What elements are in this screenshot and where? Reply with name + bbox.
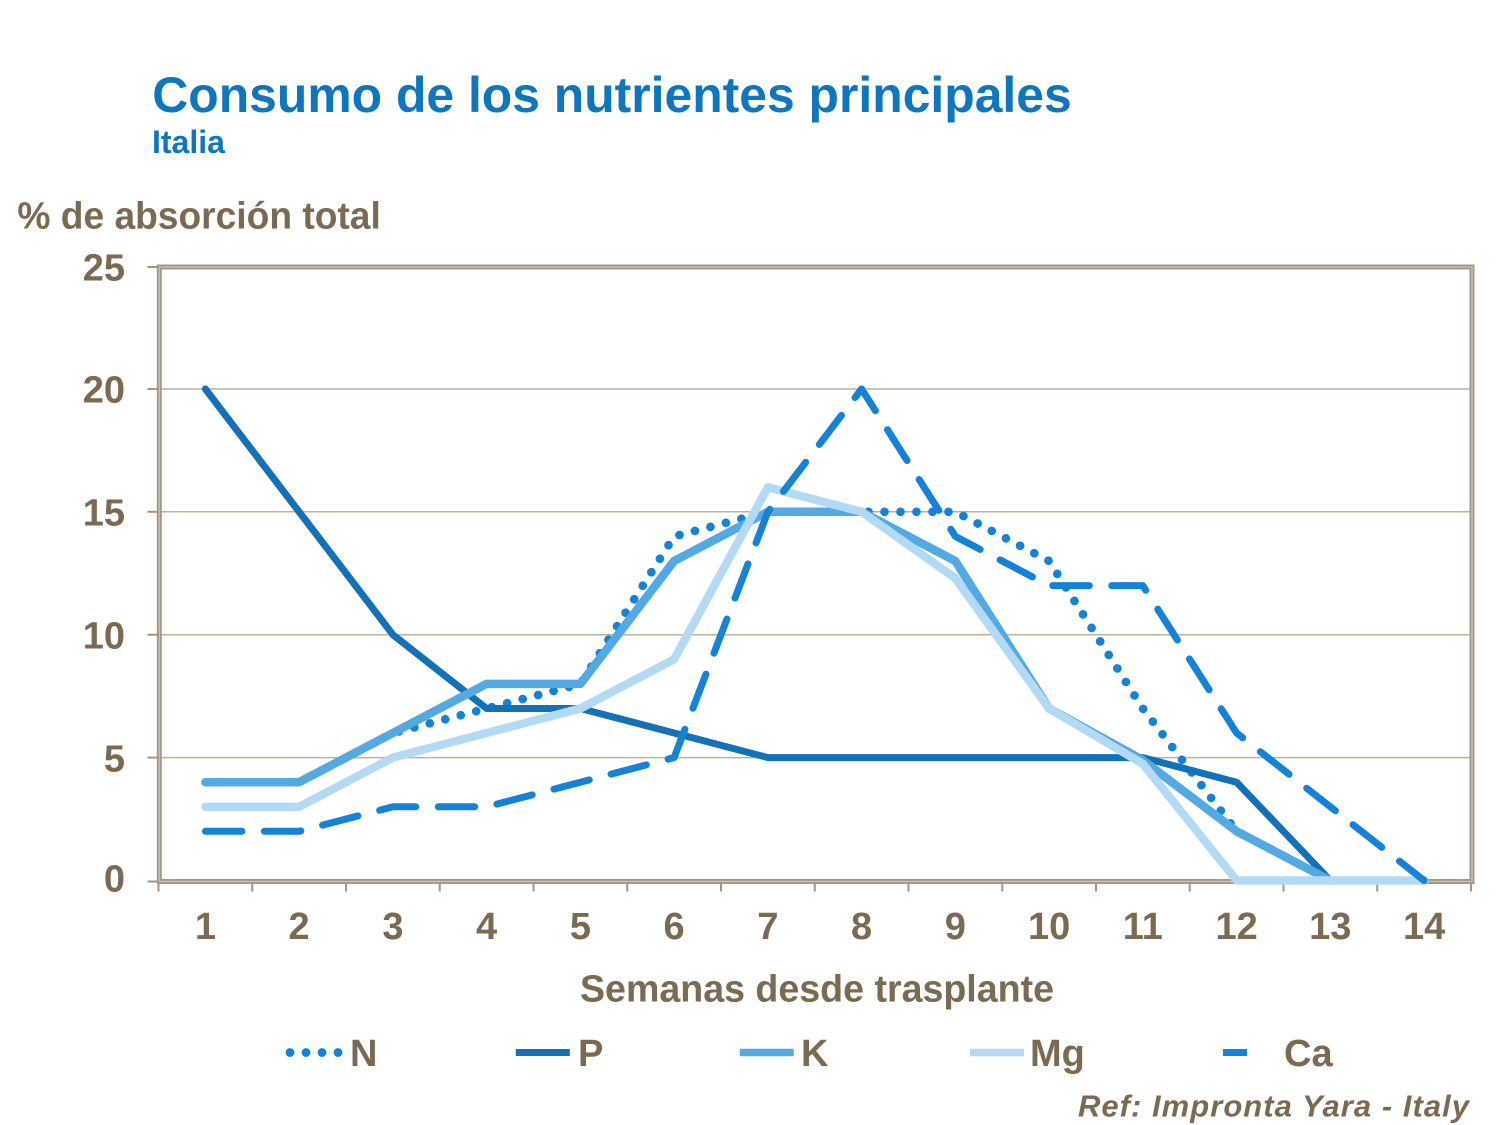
svg-text:20: 20 <box>83 370 125 412</box>
svg-text:Consumo de los nutrientes prin: Consumo de los nutrientes principales <box>152 67 1071 123</box>
svg-text:15: 15 <box>83 493 125 535</box>
svg-text:9: 9 <box>945 906 966 948</box>
svg-text:6: 6 <box>664 906 685 948</box>
svg-text:7: 7 <box>757 906 778 948</box>
svg-text:11: 11 <box>1123 906 1163 948</box>
svg-text:3: 3 <box>382 906 403 948</box>
svg-text:N: N <box>350 1033 377 1075</box>
svg-text:% de absorción total: % de absorción total <box>17 195 380 237</box>
svg-text:5: 5 <box>570 906 591 948</box>
svg-text:5: 5 <box>104 738 125 780</box>
svg-text:Ref: Impronta Yara - Italy: Ref: Impronta Yara - Italy <box>1078 1089 1471 1124</box>
svg-text:Ca: Ca <box>1284 1033 1333 1075</box>
svg-text:13: 13 <box>1309 906 1351 948</box>
svg-text:14: 14 <box>1403 906 1445 948</box>
svg-text:25: 25 <box>83 248 125 290</box>
svg-text:2: 2 <box>289 906 310 948</box>
svg-text:8: 8 <box>851 906 872 948</box>
svg-text:1: 1 <box>195 906 216 948</box>
svg-text:0: 0 <box>104 859 125 901</box>
svg-text:Semanas desde trasplante: Semanas desde trasplante <box>580 968 1054 1010</box>
svg-text:K: K <box>801 1033 829 1075</box>
svg-text:10: 10 <box>1028 906 1070 948</box>
svg-text:10: 10 <box>83 615 125 657</box>
svg-text:12: 12 <box>1215 906 1257 948</box>
svg-text:Italia: Italia <box>152 124 225 160</box>
svg-text:Mg: Mg <box>1030 1033 1085 1075</box>
svg-text:4: 4 <box>476 906 497 948</box>
svg-text:P: P <box>578 1033 603 1075</box>
